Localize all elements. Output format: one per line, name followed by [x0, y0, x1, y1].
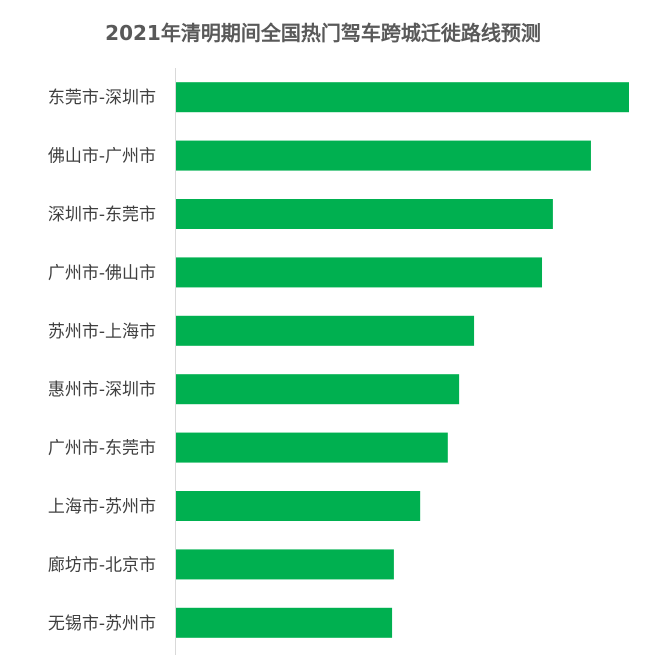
category-label: 苏州市-上海市: [48, 322, 156, 342]
category-label: 东莞市-深圳市: [48, 88, 156, 108]
chart-title: 2021年清明期间全国热门驾车跨城迁徙路线预测: [105, 21, 541, 45]
bar-9: [176, 549, 394, 580]
category-label: 广州市-东莞市: [48, 439, 156, 459]
category-label: 上海市-苏州市: [48, 497, 156, 517]
bar-5: [176, 315, 475, 346]
category-label: 广州市-佛山市: [48, 263, 156, 283]
category-label: 无锡市-苏州市: [48, 614, 156, 634]
bar-6: [176, 374, 460, 405]
bar-7: [176, 432, 448, 463]
category-label: 廊坊市-北京市: [48, 555, 156, 575]
bar-4: [176, 257, 543, 288]
category-label: 惠州市-深圳市: [48, 380, 156, 400]
bar-10: [176, 607, 393, 638]
bar-2: [176, 140, 591, 171]
bar-1: [176, 82, 629, 113]
category-label: 深圳市-东莞市: [48, 205, 156, 225]
category-label: 佛山市-广州市: [48, 147, 156, 167]
bar-8: [176, 491, 421, 521]
bar-3: [176, 199, 553, 229]
